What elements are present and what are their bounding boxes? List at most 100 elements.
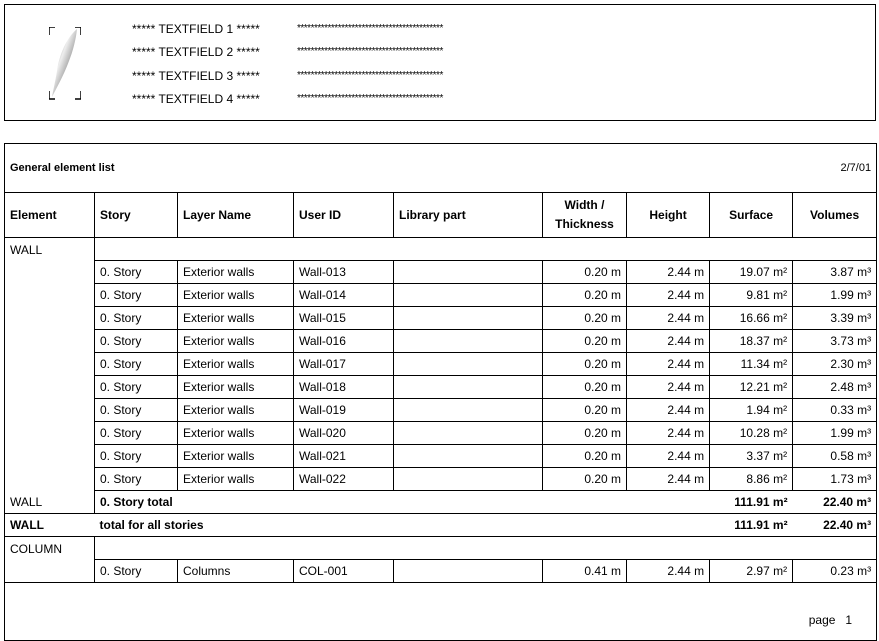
element-group-label: COLUMN	[4, 536, 95, 583]
cell-height: 2.44 m	[625, 444, 711, 468]
cell-library-part	[393, 421, 543, 445]
cell-surface: 10.28 m²	[709, 421, 794, 445]
cell-width-thickness: 0.20 m	[542, 375, 627, 399]
cell-story: 0. Story	[94, 421, 178, 445]
cell-library-part	[393, 559, 543, 583]
cell-height: 2.44 m	[625, 260, 711, 284]
cell-surface: 2.97 m²	[709, 559, 794, 583]
col-user-id: User ID	[293, 192, 394, 238]
cell-surface: 12.21 m²	[709, 375, 794, 399]
table-row: 0. Story Exterior walls Wall-013 0.20 m 2.44…	[5, 260, 878, 284]
col-element: Element	[4, 192, 95, 238]
table-row: 0. Story Columns COL-001 0.41 m 2.44 m 2.97 m…	[5, 559, 878, 583]
cell-layer-name: Exterior walls	[177, 421, 294, 445]
table-row: 0. Story Exterior walls Wall-021 0.20 m 2.44…	[5, 444, 878, 468]
cell-story: 0. Story	[94, 398, 178, 422]
cell-layer-name: Columns	[177, 559, 294, 583]
cell-story: 0. Story	[94, 444, 178, 468]
story-total-label: 0. Story total	[93, 490, 710, 514]
cell-user-id: Wall-017	[293, 352, 394, 376]
group-header-row: WALL	[4, 237, 878, 491]
cell-surface: 18.37 m²	[709, 329, 794, 353]
cell-width-thickness: 0.20 m	[542, 306, 627, 330]
cell-layer-name: Exterior walls	[177, 283, 294, 307]
cell-library-part	[393, 467, 543, 491]
cell-surface: 3.37 m²	[709, 444, 794, 468]
cell-height: 2.44 m	[625, 352, 711, 376]
textfield-4-value: ****************************************…	[297, 93, 443, 104]
col-story: Story	[94, 192, 178, 238]
col-width-thickness: Width / Thickness	[542, 192, 627, 238]
cell-height: 2.44 m	[625, 559, 711, 583]
cell-library-part	[393, 398, 543, 422]
cell-layer-name: Exterior walls	[177, 375, 294, 399]
cell-width-thickness: 0.20 m	[542, 260, 627, 284]
cell-user-id: COL-001	[293, 559, 394, 583]
textfield-2-value: ****************************************…	[297, 46, 443, 57]
cell-volume: 3.87 m³	[792, 260, 878, 284]
feather-quill-icon	[49, 27, 81, 100]
story-total-volume: 22.40 m³	[792, 490, 878, 514]
cell-width-thickness: 0.20 m	[542, 329, 627, 353]
cell-width-thickness: 0.20 m	[542, 352, 627, 376]
cell-user-id: Wall-013	[293, 260, 394, 284]
textfield-4: ***** TEXTFIELD 4 *****	[132, 92, 260, 106]
col-library-part: Library part	[393, 192, 543, 238]
cell-width-thickness: 0.20 m	[542, 467, 627, 491]
footer-row: page 1	[3, 582, 878, 641]
cell-surface: 9.81 m²	[709, 283, 794, 307]
cell-library-part	[393, 352, 543, 376]
group-spacer	[93, 237, 878, 261]
cell-volume: 1.99 m³	[792, 421, 878, 445]
col-surface: Surface	[709, 192, 794, 238]
title-row: General element list 2/7/01	[3, 143, 878, 193]
table-row: 0. Story Exterior walls Wall-022 0.20 m 2.44…	[5, 467, 878, 491]
cell-layer-name: Exterior walls	[177, 260, 294, 284]
cell-surface: 11.34 m²	[709, 352, 794, 376]
cell-layer-name: Exterior walls	[177, 398, 294, 422]
cell-story: 0. Story	[94, 375, 178, 399]
column-header-row: Element Story Layer Name User ID Library…	[4, 192, 878, 238]
textfield-3-value: ****************************************…	[297, 70, 443, 81]
cell-story: 0. Story	[94, 329, 178, 353]
cell-user-id: Wall-015	[293, 306, 394, 330]
cell-surface: 8.86 m²	[709, 467, 794, 491]
group-header-row: COLUMN	[4, 536, 878, 583]
cell-layer-name: Exterior walls	[177, 329, 294, 353]
table-row: 0. Story Exterior walls Wall-015 0.20 m 2.44…	[5, 306, 878, 330]
textfield-2: ***** TEXTFIELD 2 *****	[132, 45, 260, 59]
cell-volume: 3.39 m³	[792, 306, 878, 330]
cell-layer-name: Exterior walls	[177, 352, 294, 376]
col-volumes: Volumes	[792, 192, 878, 238]
cell-volume: 3.73 m³	[792, 329, 878, 353]
element-group-label: WALL	[4, 237, 95, 491]
cell-volume: 1.99 m³	[792, 283, 878, 307]
table-row: 0. Story Exterior walls Wall-020 0.20 m 2.44…	[5, 421, 878, 445]
element-list-table: General element list 2/7/01 Element Stor…	[3, 143, 878, 641]
cell-library-part	[393, 260, 543, 284]
cell-height: 2.44 m	[625, 283, 711, 307]
cell-story: 0. Story	[94, 352, 178, 376]
story-total-row: WALL 0. Story total 111.91 m² 22.40 m³	[4, 490, 878, 514]
cell-volume: 1.73 m³	[792, 467, 878, 491]
report-date: 2/7/01	[709, 143, 878, 193]
col-layer-name: Layer Name	[177, 192, 294, 238]
table-row: 0. Story Exterior walls Wall-017 0.20 m 2.44…	[5, 352, 878, 376]
cell-height: 2.44 m	[625, 421, 711, 445]
cell-surface: 1.94 m²	[709, 398, 794, 422]
cell-volume: 2.30 m³	[792, 352, 878, 376]
table-row: 0. Story Exterior walls Wall-014 0.20 m 2.44…	[5, 283, 878, 307]
textfield-3: ***** TEXTFIELD 3 *****	[132, 69, 260, 83]
cell-user-id: Wall-019	[293, 398, 394, 422]
cell-width-thickness: 0.20 m	[542, 398, 627, 422]
cell-height: 2.44 m	[625, 398, 711, 422]
grand-total-element: WALL	[4, 513, 95, 537]
cell-width-thickness: 0.41 m	[542, 559, 627, 583]
cell-story: 0. Story	[94, 260, 178, 284]
cell-volume: 0.58 m³	[792, 444, 878, 468]
col-height: Height	[625, 192, 711, 238]
grand-total-surface: 111.91 m²	[709, 513, 793, 537]
cell-library-part	[393, 444, 543, 468]
cell-layer-name: Exterior walls	[177, 467, 294, 491]
cell-story: 0. Story	[94, 467, 178, 491]
